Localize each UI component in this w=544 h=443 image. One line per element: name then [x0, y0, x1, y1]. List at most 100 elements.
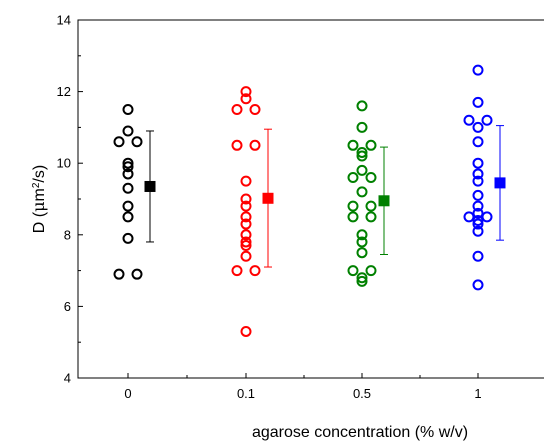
data-point	[356, 236, 368, 248]
data-point	[347, 200, 359, 212]
y-tick-label-8: 8	[64, 227, 71, 242]
data-point	[463, 211, 475, 223]
data-point	[472, 64, 484, 76]
y-tick-label-14: 14	[57, 13, 71, 28]
y-axis-title-prefix: D (	[31, 211, 48, 233]
data-point	[472, 157, 484, 169]
y-axis-title-mu: μ	[29, 201, 48, 211]
data-point	[365, 211, 377, 223]
data-point	[472, 189, 484, 201]
data-point	[356, 229, 368, 241]
data-point	[240, 325, 252, 337]
data-point	[122, 104, 134, 115]
data-point	[365, 265, 377, 277]
data-point	[122, 200, 134, 212]
x-tick-label-0.5: 0.5	[353, 386, 371, 401]
data-point	[365, 139, 377, 151]
data-point	[472, 168, 484, 180]
x-tick-label-1: 1	[474, 386, 481, 401]
data-point	[231, 139, 243, 151]
series-0	[113, 104, 156, 280]
series-0.1	[231, 86, 274, 337]
data-point	[472, 136, 484, 148]
data-point	[472, 96, 484, 108]
y-axis: 4 6 8 10 12 14	[57, 13, 83, 386]
data-point	[122, 168, 134, 180]
data-point	[122, 157, 134, 169]
data-point	[356, 164, 368, 176]
data-point	[356, 121, 368, 133]
data-point	[131, 136, 143, 148]
data-point	[356, 272, 368, 284]
data-point	[240, 240, 252, 252]
x-tick-label-0: 0	[124, 386, 131, 401]
data-point	[472, 225, 484, 237]
mean-marker	[262, 192, 274, 204]
data-point	[249, 265, 261, 277]
data-point	[472, 175, 484, 187]
data-point	[240, 93, 252, 105]
data-point	[347, 172, 359, 184]
data-point	[240, 229, 252, 241]
data-point	[472, 218, 484, 230]
data-point	[249, 104, 261, 115]
data-markers	[113, 64, 506, 337]
data-point	[122, 161, 134, 173]
data-point	[472, 250, 484, 262]
data-point	[365, 172, 377, 184]
data-point	[365, 200, 377, 212]
y-tick-label-12: 12	[57, 84, 71, 99]
data-point	[347, 211, 359, 223]
data-point	[122, 182, 134, 194]
series-1	[463, 64, 506, 291]
data-point	[122, 125, 134, 137]
y-axis-title-unit: m	[31, 188, 48, 201]
y-axis-title: D (μm2/s)	[29, 165, 48, 233]
data-point	[131, 268, 143, 280]
data-point	[122, 232, 134, 244]
data-point	[472, 279, 484, 291]
data-point	[113, 268, 125, 280]
x-axis-title: agarose concentration (% w/v)	[252, 424, 468, 441]
y-tick-label-10: 10	[57, 156, 71, 171]
data-point	[240, 200, 252, 212]
data-point	[240, 175, 252, 187]
data-point	[240, 86, 252, 98]
data-point	[472, 121, 484, 133]
data-point	[231, 265, 243, 277]
data-point	[240, 193, 252, 205]
data-point	[472, 207, 484, 219]
data-point	[347, 265, 359, 277]
data-point	[356, 275, 368, 287]
data-point	[240, 250, 252, 262]
y-tick-label-6: 6	[64, 299, 71, 314]
data-point	[481, 114, 493, 126]
data-point	[472, 200, 484, 212]
data-point	[231, 104, 243, 115]
data-point	[249, 139, 261, 151]
mean-marker	[144, 180, 156, 192]
mean-marker	[378, 195, 390, 207]
y-axis-title-suffix: /s)	[31, 165, 48, 183]
y-axis-title-exponent: 2	[31, 182, 42, 188]
data-point	[356, 150, 368, 162]
data-point	[356, 247, 368, 259]
data-point	[356, 146, 368, 158]
data-point	[240, 218, 252, 230]
x-axis: 0 0.1 0.5 1	[124, 373, 482, 401]
mean-marker	[494, 177, 506, 189]
y-tick-label-4: 4	[64, 371, 71, 386]
data-point	[240, 211, 252, 223]
data-point	[463, 114, 475, 126]
data-point	[356, 100, 368, 112]
data-point	[240, 236, 252, 248]
data-point	[472, 214, 484, 226]
series-0.5	[347, 100, 390, 287]
data-point	[347, 139, 359, 151]
data-point	[122, 211, 134, 223]
x-tick-label-0.1: 0.1	[237, 386, 255, 401]
data-point	[481, 211, 493, 223]
data-point	[356, 186, 368, 198]
data-point	[113, 136, 125, 148]
